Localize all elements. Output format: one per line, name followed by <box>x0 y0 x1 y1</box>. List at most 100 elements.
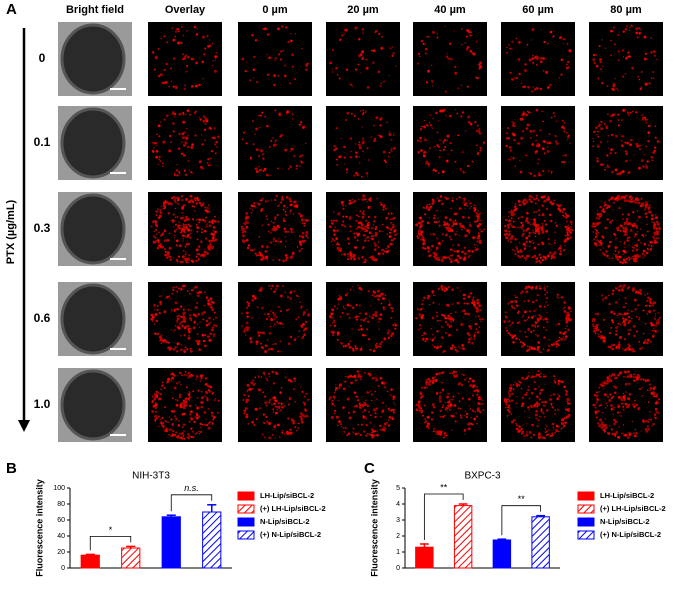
signal-dot <box>197 245 201 248</box>
signal-dot <box>181 260 184 263</box>
signal-dot <box>622 227 625 230</box>
signal-dot <box>613 43 616 46</box>
signal-dot <box>186 347 189 351</box>
signal-dot <box>184 225 186 227</box>
signal-dot <box>362 411 364 413</box>
signal-dot <box>534 315 537 317</box>
signal-dot <box>423 331 427 335</box>
signal-dot <box>467 340 471 344</box>
signal-dot <box>421 334 424 337</box>
signal-dot <box>458 196 461 199</box>
signal-dot <box>637 292 640 295</box>
signal-dot <box>184 346 187 349</box>
signal-dot <box>379 317 383 321</box>
signal-dot <box>210 300 213 303</box>
signal-dot <box>433 337 435 340</box>
signal-dot <box>283 219 286 223</box>
signal-dot <box>609 120 612 123</box>
signal-dot <box>357 221 361 225</box>
signal-dot <box>293 200 297 204</box>
signal-dot <box>612 26 616 29</box>
signal-dot <box>423 137 425 139</box>
signal-dot <box>174 196 177 199</box>
signal-dot <box>528 231 531 235</box>
signal-dot <box>614 249 617 252</box>
signal-dot <box>348 345 351 349</box>
signal-dot <box>366 328 369 331</box>
signal-dot <box>517 41 521 44</box>
signal-dot <box>601 294 604 297</box>
signal-dot <box>594 410 598 414</box>
signal-dot <box>437 430 441 434</box>
signal-dot <box>285 256 289 260</box>
signal-dot <box>169 258 172 261</box>
signal-dot <box>655 220 659 224</box>
signal-dot <box>331 222 334 225</box>
signal-dot <box>477 402 480 405</box>
signal-dot <box>525 423 528 425</box>
signal-dot <box>648 418 651 421</box>
signal-dot <box>512 387 515 390</box>
signal-dot <box>373 408 377 412</box>
signal-dot <box>570 227 573 229</box>
signal-dot <box>469 327 473 330</box>
signal-dot <box>155 57 158 60</box>
signal-dot <box>211 307 214 311</box>
signal-dot <box>363 321 366 323</box>
signal-dot <box>557 339 560 342</box>
signal-dot <box>555 340 558 343</box>
signal-dot <box>188 404 192 408</box>
signal-dot <box>294 400 297 403</box>
signal-dot <box>360 423 364 426</box>
signal-dot <box>647 401 650 404</box>
signal-dot <box>538 350 540 353</box>
signal-dot <box>521 130 525 133</box>
signal-dot <box>173 331 175 333</box>
fluorescence-signal <box>150 284 218 353</box>
signal-dot <box>475 212 478 215</box>
signal-dot <box>197 253 201 256</box>
signal-dot <box>333 230 336 233</box>
signal-dot <box>253 296 257 300</box>
signal-dot <box>174 85 178 89</box>
signal-dot <box>155 149 159 153</box>
signal-dot <box>287 403 291 406</box>
signal-dot <box>188 330 191 333</box>
signal-dot <box>439 395 442 398</box>
signal-dot <box>161 212 163 214</box>
signal-dot <box>336 424 339 427</box>
signal-dot <box>279 409 282 412</box>
signal-dot <box>521 405 524 408</box>
signal-dot <box>254 376 257 379</box>
signal-dot <box>378 342 382 346</box>
signal-dot <box>241 312 243 315</box>
signal-dot <box>268 421 271 425</box>
signal-dot <box>174 417 178 421</box>
signal-dot <box>299 301 301 303</box>
signal-dot <box>443 414 446 417</box>
signal-dot <box>163 239 167 242</box>
signal-dot <box>610 54 612 57</box>
signal-dot <box>287 342 291 346</box>
signal-dot <box>637 201 641 205</box>
signal-dot <box>474 121 477 124</box>
signal-dot <box>615 256 618 260</box>
signal-dot <box>181 255 185 259</box>
signal-dot <box>335 158 338 161</box>
signal-dot <box>306 62 309 65</box>
signal-dot <box>273 290 276 293</box>
signal-dot <box>386 121 389 124</box>
signal-dot <box>207 204 210 207</box>
signal-dot <box>430 124 432 126</box>
signal-dot <box>256 201 259 204</box>
signal-dot <box>193 25 197 29</box>
signal-dot <box>522 202 526 206</box>
signal-dot <box>368 411 370 413</box>
signal-dot <box>352 306 355 309</box>
signal-dot <box>190 435 193 438</box>
signal-dot <box>190 309 192 311</box>
signal-dot <box>182 234 185 238</box>
signal-dot <box>541 204 544 207</box>
signal-dot <box>356 370 359 373</box>
signal-dot <box>166 238 170 242</box>
